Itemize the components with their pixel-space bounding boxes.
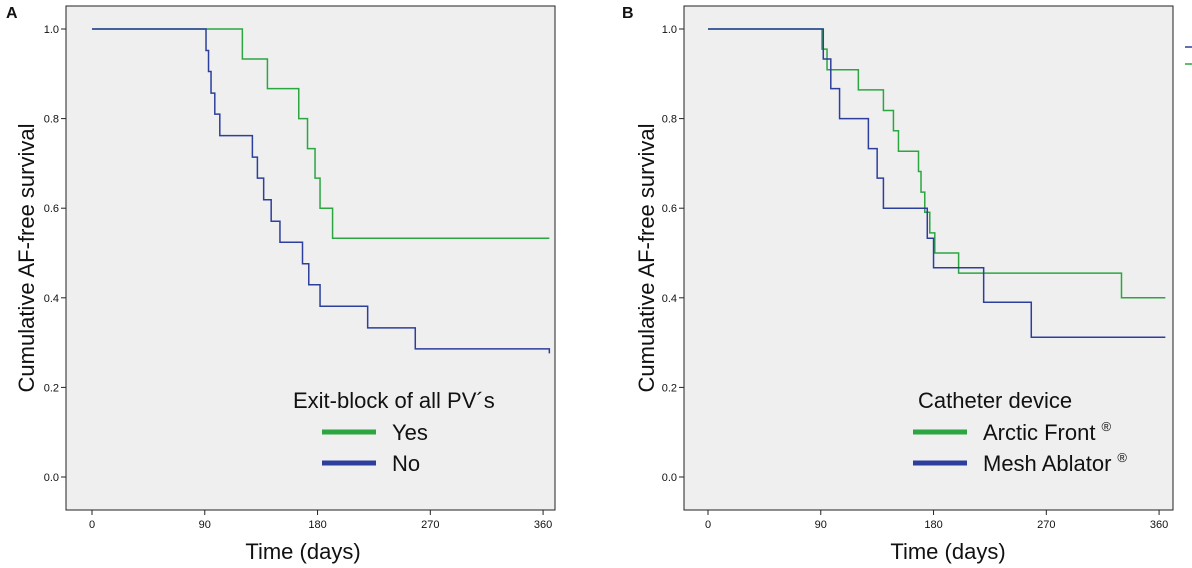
series-line-no (92, 28, 551, 354)
series-line-mesh-ablator (708, 28, 1166, 338)
panel-b: B 0.0 0.2 0.4 0.6 0.8 1.0 0 90 180 270 360 Cumulativ… (622, 5, 1192, 564)
panel-a: A 0.0 0.2 0.4 0.6 0.8 1.0 0 90 180 270 360 Cumulativ… (6, 5, 556, 564)
plot-area (65, 5, 556, 511)
x-axis-title: Time (days) (245, 539, 360, 564)
x-tick-label: 270 (421, 519, 439, 531)
legend: Catheter device Arctic Front ® Mesh Ablator… (913, 388, 1127, 476)
x-tick-label: 360 (534, 519, 552, 531)
legend-entry-label: Arctic Front ® (983, 419, 1111, 445)
x-tick-label: 180 (308, 519, 326, 531)
series-line-arctic-front (708, 28, 1166, 299)
y-tick-label: 0.6 (44, 203, 59, 215)
y-tick-label: 0.4 (44, 293, 59, 305)
x-tick-label: 90 (199, 519, 211, 531)
y-tick-label: 0.2 (662, 382, 677, 394)
y-tick-label: 1.0 (662, 24, 677, 36)
x-tick-label: 90 (815, 519, 827, 531)
legend-title: Exit-block of all PV´s (293, 388, 495, 413)
x-tick-label: 180 (924, 519, 942, 531)
legend-entry-label: Yes (392, 420, 428, 445)
y-tick-label: 0.2 (44, 382, 59, 394)
y-tick-label: 0.4 (662, 293, 677, 305)
legend-title: Catheter device (918, 388, 1072, 413)
y-tick-label: 0.8 (44, 114, 59, 126)
series-line-yes (92, 28, 550, 239)
y-axis-title: Cumulative AF-free survival (14, 124, 39, 393)
panel-label: B (622, 5, 634, 22)
panel-label: A (6, 5, 18, 22)
y-tick-label: 0.6 (662, 203, 677, 215)
registered-mark: ® (1117, 450, 1127, 465)
legend: Exit-block of all PV´s Yes No (293, 388, 495, 476)
y-tick-label: 1.0 (44, 24, 59, 36)
legend-entry-label: No (392, 451, 420, 476)
x-tick-label: 0 (705, 519, 711, 531)
legend-entry-label: Mesh Ablator ® (983, 450, 1127, 476)
y-axis-title: Cumulative AF-free survival (634, 124, 659, 393)
registered-mark: ® (1101, 419, 1111, 434)
x-tick-label: 0 (89, 519, 95, 531)
y-tick-label: 0.0 (44, 472, 59, 484)
x-axis-title: Time (days) (890, 539, 1005, 564)
plot-area (683, 5, 1174, 511)
y-tick-label: 0.0 (662, 472, 677, 484)
x-tick-label: 360 (1150, 519, 1168, 531)
y-tick-label: 0.8 (662, 114, 677, 126)
x-tick-label: 270 (1037, 519, 1055, 531)
